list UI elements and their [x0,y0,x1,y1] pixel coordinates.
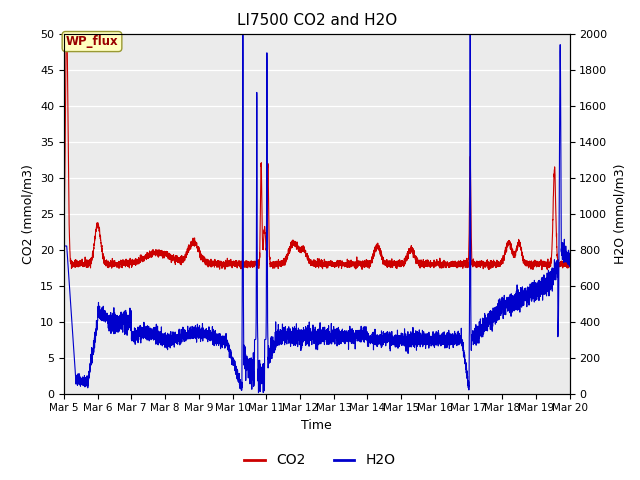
Legend: CO2, H2O: CO2, H2O [239,448,401,473]
X-axis label: Time: Time [301,419,332,432]
Title: LI7500 CO2 and H2O: LI7500 CO2 and H2O [237,13,397,28]
Y-axis label: CO2 (mmol/m3): CO2 (mmol/m3) [22,164,35,264]
Y-axis label: H2O (mmol/m3): H2O (mmol/m3) [613,163,626,264]
Text: WP_flux: WP_flux [66,35,118,48]
